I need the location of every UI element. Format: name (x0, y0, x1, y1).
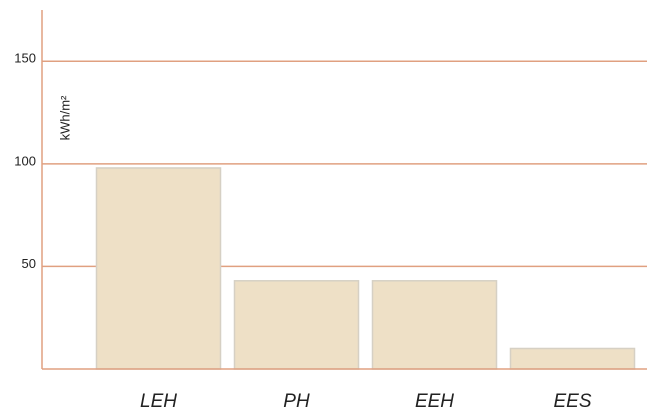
x-tick-label: PH (283, 391, 310, 412)
bar (95, 167, 222, 370)
bar (371, 280, 498, 370)
y-tick-label: 50 (22, 256, 36, 271)
bar (233, 280, 360, 370)
bar (509, 347, 636, 370)
x-tick-label: LEH (140, 391, 177, 412)
y-axis-label: kWh/m² (57, 95, 72, 140)
x-tick-label: EEH (415, 391, 454, 412)
y-tick-label: 100 (14, 153, 36, 168)
x-tick-label: EES (553, 391, 591, 412)
y-tick-label: 150 (14, 51, 36, 66)
